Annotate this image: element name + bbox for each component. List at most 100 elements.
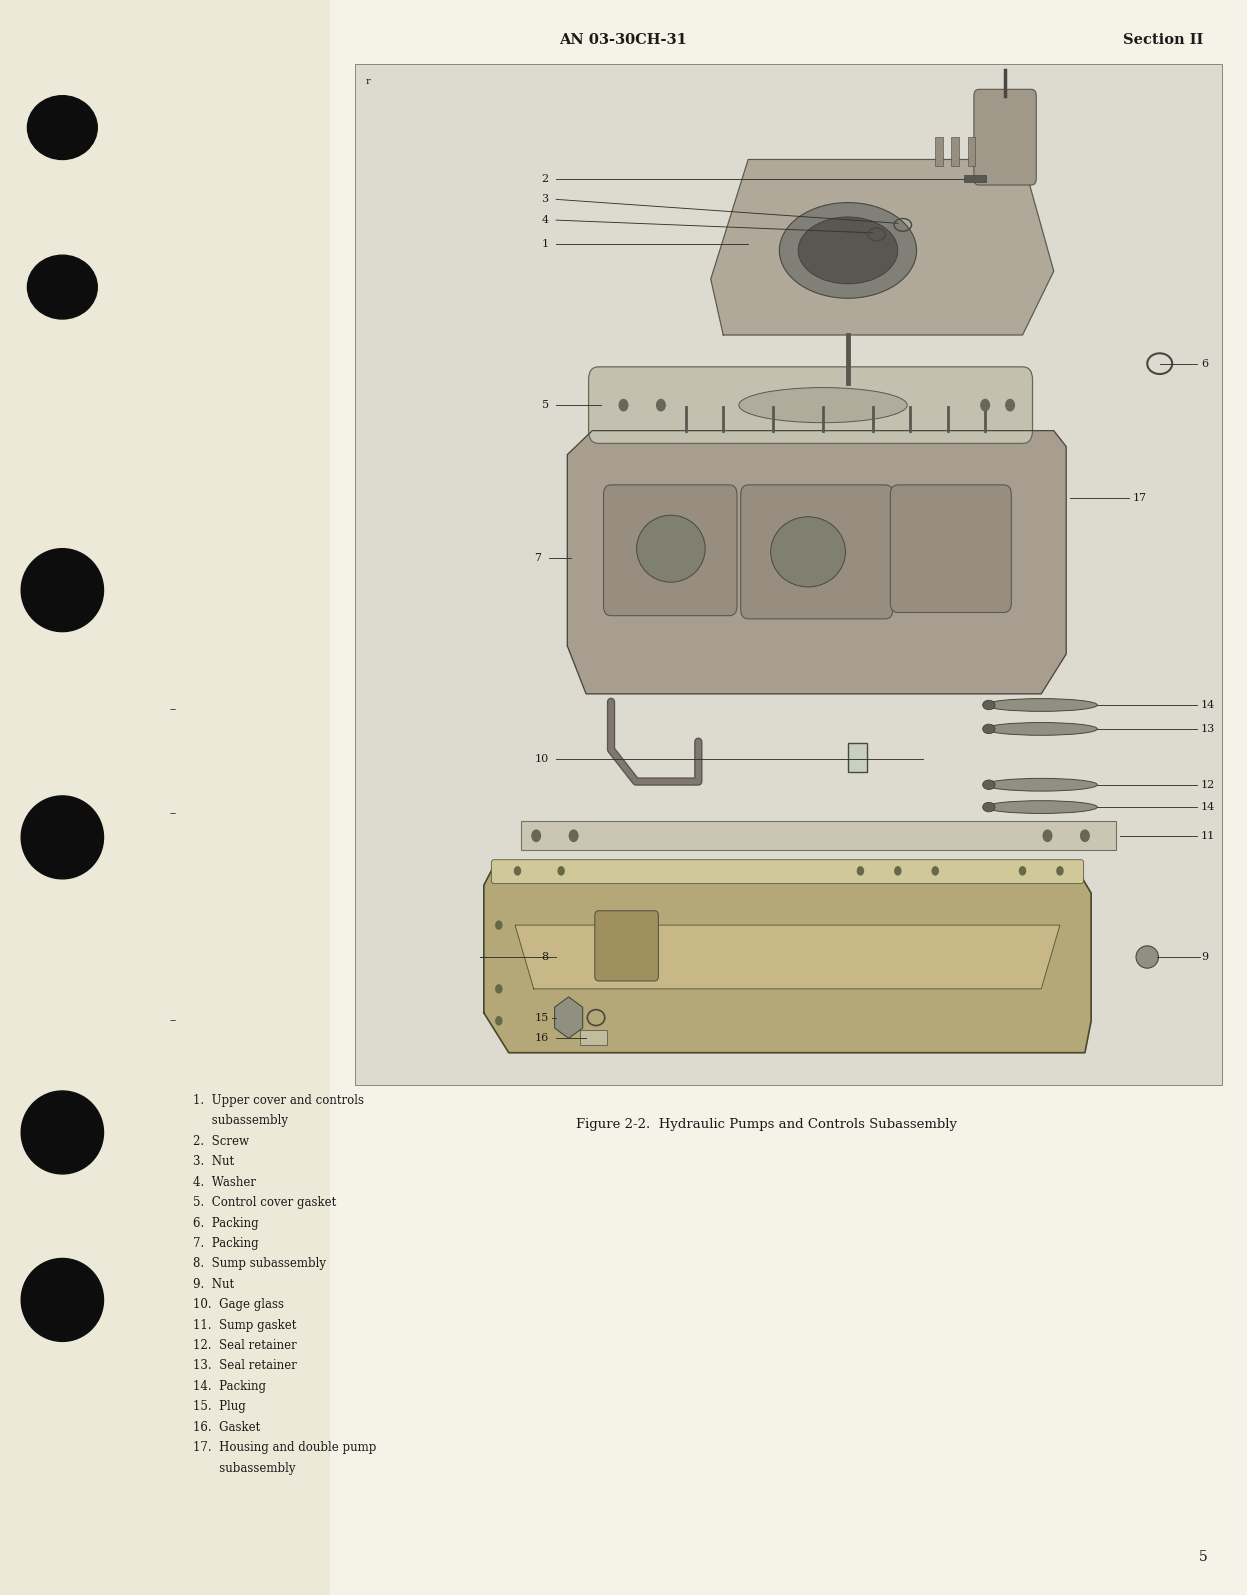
Bar: [968, 137, 975, 166]
Bar: [964, 175, 986, 182]
Text: 13.  Seal retainer: 13. Seal retainer: [193, 1359, 297, 1372]
Ellipse shape: [798, 217, 898, 284]
Ellipse shape: [21, 1091, 104, 1174]
Circle shape: [1042, 829, 1052, 842]
Text: 5: 5: [1198, 1550, 1208, 1563]
Text: Figure 2-2.  Hydraulic Pumps and Controls Subassembly: Figure 2-2. Hydraulic Pumps and Controls…: [576, 1118, 958, 1131]
Text: 10: 10: [535, 754, 549, 764]
Ellipse shape: [27, 255, 97, 319]
FancyBboxPatch shape: [491, 860, 1084, 884]
Text: –: –: [168, 807, 176, 820]
Text: 1.  Upper cover and controls: 1. Upper cover and controls: [193, 1094, 364, 1107]
Text: 10.  Gage glass: 10. Gage glass: [193, 1298, 284, 1311]
Ellipse shape: [983, 724, 995, 734]
Text: 3: 3: [541, 195, 549, 204]
Bar: [521, 821, 1116, 850]
FancyBboxPatch shape: [974, 89, 1036, 185]
Ellipse shape: [21, 549, 104, 632]
Ellipse shape: [985, 699, 1097, 711]
Text: –: –: [168, 1014, 176, 1027]
Text: 11: 11: [1201, 831, 1215, 841]
Text: 16.  Gasket: 16. Gasket: [193, 1421, 261, 1434]
Circle shape: [980, 399, 990, 412]
Circle shape: [1019, 866, 1026, 876]
Text: 5.  Control cover gasket: 5. Control cover gasket: [193, 1196, 337, 1209]
Bar: [355, 64, 1222, 1085]
Circle shape: [557, 866, 565, 876]
Text: 9: 9: [1201, 952, 1208, 962]
Text: 14: 14: [1201, 700, 1215, 710]
Polygon shape: [567, 431, 1066, 694]
Text: 7.  Packing: 7. Packing: [193, 1238, 259, 1250]
Text: 8: 8: [541, 952, 549, 962]
Text: subassembly: subassembly: [193, 1461, 296, 1474]
Ellipse shape: [985, 723, 1097, 735]
Circle shape: [531, 829, 541, 842]
Circle shape: [1080, 829, 1090, 842]
Text: 15.  Plug: 15. Plug: [193, 1400, 246, 1413]
Text: 17.  Housing and double pump: 17. Housing and double pump: [193, 1442, 377, 1455]
Ellipse shape: [983, 780, 995, 790]
Text: subassembly: subassembly: [193, 1115, 288, 1128]
Text: 7: 7: [534, 553, 541, 563]
Circle shape: [514, 866, 521, 876]
Text: r: r: [365, 77, 370, 86]
Text: 12.  Seal retainer: 12. Seal retainer: [193, 1340, 297, 1353]
Ellipse shape: [985, 778, 1097, 791]
Circle shape: [495, 984, 503, 994]
Circle shape: [495, 1016, 503, 1026]
Circle shape: [656, 399, 666, 412]
Bar: [0, 0, 330, 1595]
Polygon shape: [515, 925, 1060, 989]
Circle shape: [1005, 399, 1015, 412]
Circle shape: [1056, 866, 1064, 876]
Text: 15: 15: [535, 1013, 549, 1022]
Ellipse shape: [637, 515, 706, 582]
Circle shape: [894, 866, 902, 876]
Circle shape: [932, 866, 939, 876]
FancyBboxPatch shape: [741, 485, 893, 619]
Text: 14: 14: [1201, 802, 1215, 812]
Circle shape: [857, 866, 864, 876]
Ellipse shape: [21, 1258, 104, 1341]
Text: 3.  Nut: 3. Nut: [193, 1155, 234, 1168]
Text: AN 03-30CH-31: AN 03-30CH-31: [560, 33, 687, 46]
Text: 5: 5: [541, 400, 549, 410]
Ellipse shape: [985, 801, 1097, 813]
FancyBboxPatch shape: [595, 911, 658, 981]
Ellipse shape: [27, 96, 97, 160]
Text: 16: 16: [535, 1034, 549, 1043]
Polygon shape: [711, 160, 1054, 335]
Text: 17: 17: [1132, 493, 1146, 502]
Text: 6: 6: [1201, 359, 1208, 368]
FancyBboxPatch shape: [604, 485, 737, 616]
Text: 8.  Sump subassembly: 8. Sump subassembly: [193, 1257, 327, 1270]
Text: 13: 13: [1201, 724, 1215, 734]
Text: 2.  Screw: 2. Screw: [193, 1136, 249, 1148]
Ellipse shape: [779, 203, 917, 298]
Text: 4.  Washer: 4. Washer: [193, 1176, 257, 1188]
Text: 2: 2: [541, 174, 549, 183]
Text: 9.  Nut: 9. Nut: [193, 1278, 234, 1290]
Ellipse shape: [983, 802, 995, 812]
Text: 4: 4: [541, 215, 549, 225]
Circle shape: [495, 920, 503, 930]
Text: 1: 1: [541, 239, 549, 249]
Text: 6.  Packing: 6. Packing: [193, 1217, 259, 1230]
Ellipse shape: [983, 700, 995, 710]
Circle shape: [619, 399, 628, 412]
Text: Section II: Section II: [1124, 33, 1203, 46]
Bar: [848, 743, 867, 772]
Circle shape: [569, 829, 579, 842]
Text: 12: 12: [1201, 780, 1215, 790]
Ellipse shape: [1136, 946, 1158, 968]
FancyBboxPatch shape: [890, 485, 1011, 612]
Polygon shape: [484, 861, 1091, 1053]
Text: –: –: [168, 703, 176, 716]
Text: 11.  Sump gasket: 11. Sump gasket: [193, 1319, 297, 1332]
FancyBboxPatch shape: [589, 367, 1033, 443]
Text: 14.  Packing: 14. Packing: [193, 1380, 267, 1392]
Ellipse shape: [21, 796, 104, 879]
Ellipse shape: [738, 388, 908, 423]
Ellipse shape: [771, 517, 845, 587]
